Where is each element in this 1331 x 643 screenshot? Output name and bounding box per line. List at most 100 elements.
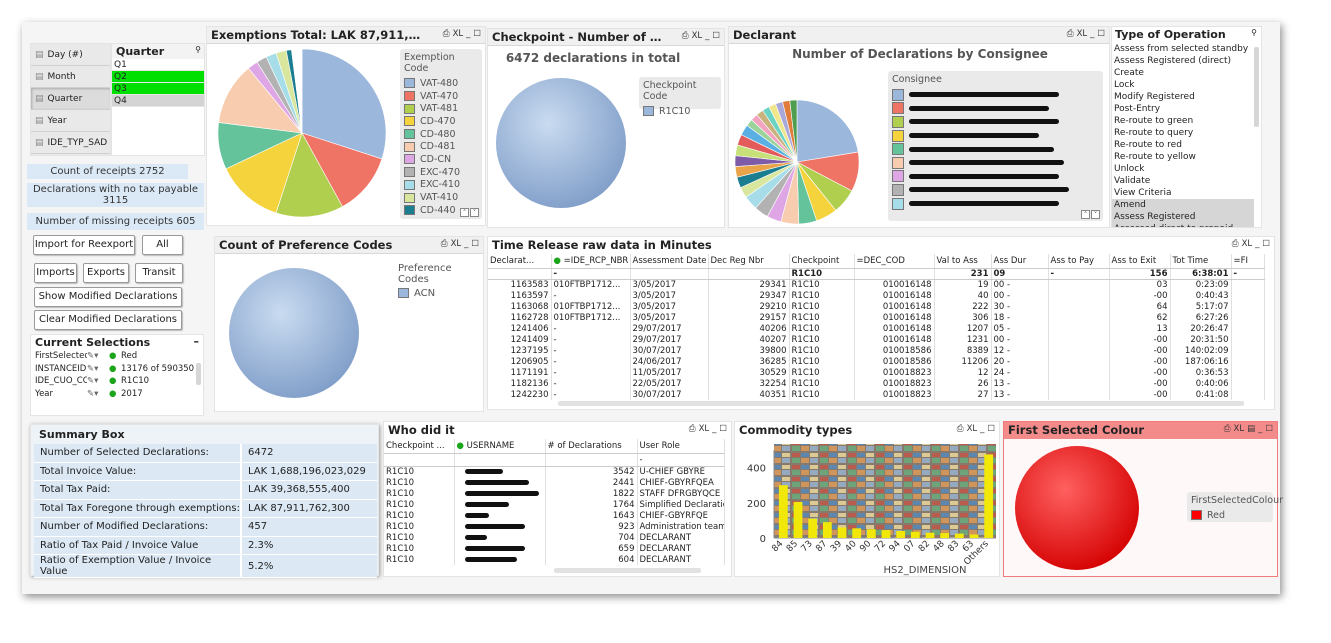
- column-header[interactable]: Val to Ass: [934, 254, 992, 269]
- table-row[interactable]: 1163583 010FTBP1712... 3/05/2017 29341 R1C10…: [488, 279, 1265, 290]
- listbox-tab[interactable]: ▤ Day (#): [31, 44, 110, 66]
- table-row[interactable]: R1C10 659 DECLARANT: [384, 543, 725, 554]
- declarant-pie[interactable]: [732, 97, 862, 227]
- show-modified-button[interactable]: Show Modified Declarations: [34, 287, 182, 307]
- legend-item[interactable]: [892, 102, 1099, 116]
- pie-slice[interactable]: [789, 99, 798, 163]
- operation-item[interactable]: Re-route to green: [1112, 115, 1254, 127]
- table-row[interactable]: 1162728 010FTBP1712... 3/05/2017 29157 R1C10…: [488, 312, 1265, 323]
- pie-slice[interactable]: [301, 132, 383, 208]
- maximize-icon[interactable]: ☐: [1265, 424, 1273, 434]
- legend-item[interactable]: [892, 170, 1099, 184]
- legend-item[interactable]: R1C10: [643, 105, 717, 118]
- edit-icon[interactable]: ✎▾: [87, 363, 99, 374]
- table-row[interactable]: 1237195-30/07/2017 39800 R1C10 010018586 838…: [488, 345, 1265, 356]
- legend-item[interactable]: VAT-410: [404, 191, 478, 204]
- table-row[interactable]: R1C10 1822 STAFF DFRGBYQCE: [384, 488, 725, 499]
- bar[interactable]: [954, 533, 964, 538]
- xl-icon[interactable]: XL: [450, 239, 462, 249]
- print-icon[interactable]: ⎙: [1223, 424, 1231, 434]
- quarter-item[interactable]: Q2: [112, 71, 204, 83]
- operation-item[interactable]: Assessed direct to prepaid: [1112, 223, 1254, 227]
- print-icon[interactable]: ⎙: [688, 424, 696, 434]
- legend-item[interactable]: VAT-481: [404, 102, 478, 115]
- bar[interactable]: [881, 530, 891, 538]
- pie-slice[interactable]: [291, 48, 303, 134]
- bar[interactable]: [969, 534, 979, 538]
- legend-item[interactable]: CD-CN: [404, 153, 478, 166]
- pie-slice[interactable]: [796, 99, 859, 163]
- legend-item[interactable]: CD-440: [404, 204, 478, 217]
- table-row[interactable]: 1241409-29/07/2017 40207 R1C10 010016148 123…: [488, 334, 1265, 345]
- who-table[interactable]: Checkpoint ... ● USERNAME # of Declaration…: [384, 439, 725, 565]
- scrollbar[interactable]: [1254, 47, 1259, 127]
- operation-item[interactable]: Post-Entry: [1112, 103, 1254, 115]
- column-header[interactable]: Ass to Pay: [1048, 254, 1110, 269]
- table-row[interactable]: R1C10 1764 Simplified Declaration: [384, 499, 725, 510]
- operation-item[interactable]: Re-route to yellow: [1112, 151, 1254, 163]
- table-row[interactable]: 1182136-22/05/2017 32254 R1C10 010018823 26 1…: [488, 378, 1265, 389]
- bar[interactable]: [940, 533, 950, 538]
- bar[interactable]: [822, 522, 832, 538]
- table-row[interactable]: 1241406-29/07/2017 40206 R1C10 010016148 120…: [488, 323, 1265, 334]
- horizontal-scrollbar[interactable]: [558, 401, 1244, 406]
- listbox-tab[interactable]: ▤ Month: [31, 66, 110, 88]
- column-header[interactable]: User Role: [637, 439, 725, 454]
- operation-item[interactable]: Assess Registered (direct): [1112, 55, 1254, 67]
- bar[interactable]: [778, 485, 788, 538]
- operation-item[interactable]: Re-route to query: [1112, 127, 1254, 139]
- table-row[interactable]: 1206905-24/06/2017 36285 R1C10 010018586 112…: [488, 356, 1265, 367]
- operation-item[interactable]: Assess Registered: [1112, 211, 1254, 223]
- minimize-icon[interactable]: _: [705, 31, 710, 41]
- minimize-icon[interactable]: _: [1255, 239, 1260, 249]
- column-header[interactable]: Dec Reg Nbr: [708, 254, 790, 269]
- xl-icon[interactable]: XL: [452, 29, 464, 39]
- column-header[interactable]: Assessment Date: [630, 254, 709, 269]
- column-header[interactable]: Declarat...: [488, 254, 552, 269]
- legend-item[interactable]: [892, 129, 1099, 143]
- print-icon[interactable]: ⎙: [681, 31, 689, 41]
- legend-item[interactable]: EXC-470: [404, 166, 478, 179]
- bar[interactable]: [910, 531, 920, 538]
- clear-modified-button[interactable]: Clear Modified Declarations: [34, 310, 182, 330]
- bar[interactable]: [837, 527, 847, 538]
- column-header[interactable]: ● =IDE_RCP_NBR: [551, 254, 631, 269]
- xl-icon[interactable]: XL: [1233, 424, 1245, 434]
- edit-icon[interactable]: ✎▾: [87, 388, 99, 399]
- legend-item[interactable]: EXC-410: [404, 179, 478, 192]
- xl-icon[interactable]: XL: [1241, 239, 1253, 249]
- print-icon[interactable]: ⎙: [442, 29, 450, 39]
- legend-item[interactable]: ACN: [398, 287, 483, 300]
- column-header[interactable]: Ass Dur: [991, 254, 1049, 269]
- preference-pie[interactable]: [221, 259, 371, 409]
- table-row[interactable]: R1C10 923 Administration team: [384, 521, 725, 532]
- operation-item[interactable]: Amend: [1112, 199, 1254, 211]
- imports-button[interactable]: Imports: [34, 263, 77, 283]
- legend-item[interactable]: [892, 115, 1099, 129]
- table-row[interactable]: R1C10 1643 CHIEF-GBYRFQE: [384, 510, 725, 521]
- pie-slice[interactable]: [218, 67, 303, 134]
- legend-item[interactable]: [892, 197, 1099, 211]
- legend-scroll[interactable]: ˄ ˅: [459, 208, 479, 217]
- minimize-icon[interactable]: _: [980, 424, 985, 434]
- scrollbar[interactable]: [196, 363, 201, 385]
- listbox-tab[interactable]: ▤ Quarter: [31, 88, 110, 110]
- legend-item[interactable]: CD-480: [404, 128, 478, 141]
- column-header[interactable]: Checkpoint ...: [384, 439, 455, 454]
- time-release-table[interactable]: Declarat... ● =IDE_RCP_NBR Assessment Date…: [488, 254, 1265, 400]
- xl-icon[interactable]: XL: [691, 31, 703, 41]
- all-button[interactable]: All: [142, 235, 183, 255]
- quarter-item[interactable]: Q4: [112, 95, 204, 107]
- print-icon[interactable]: ⎙: [1231, 239, 1239, 249]
- maximize-icon[interactable]: ☐: [1262, 239, 1270, 249]
- search-icon[interactable]: ⚲: [195, 45, 201, 54]
- operation-item[interactable]: Create: [1112, 67, 1254, 79]
- minimize-icon[interactable]: –: [193, 335, 200, 348]
- legend-item[interactable]: CD-481: [404, 140, 478, 153]
- column-header[interactable]: # of Declarations: [545, 439, 638, 454]
- legend-item[interactable]: Red: [1191, 509, 1269, 522]
- transit-button[interactable]: Transit: [135, 263, 183, 283]
- operation-item[interactable]: Lock: [1112, 79, 1254, 91]
- minimize-icon[interactable]: _: [712, 424, 717, 434]
